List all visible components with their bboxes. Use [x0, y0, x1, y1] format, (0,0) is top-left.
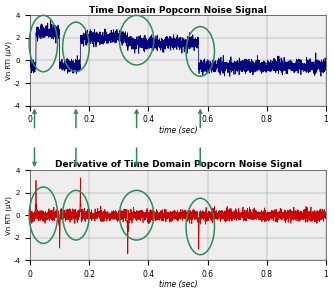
Y-axis label: Vn RTI (μV): Vn RTI (μV): [6, 196, 12, 235]
X-axis label: time (sec): time (sec): [159, 126, 197, 135]
Title: Derivative of Time Domain Popcorn Noise Signal: Derivative of Time Domain Popcorn Noise …: [54, 160, 302, 169]
X-axis label: time (sec): time (sec): [159, 281, 197, 289]
Title: Time Domain Popcorn Noise Signal: Time Domain Popcorn Noise Signal: [89, 6, 267, 14]
Y-axis label: Vn RTI (μV): Vn RTI (μV): [6, 41, 12, 80]
